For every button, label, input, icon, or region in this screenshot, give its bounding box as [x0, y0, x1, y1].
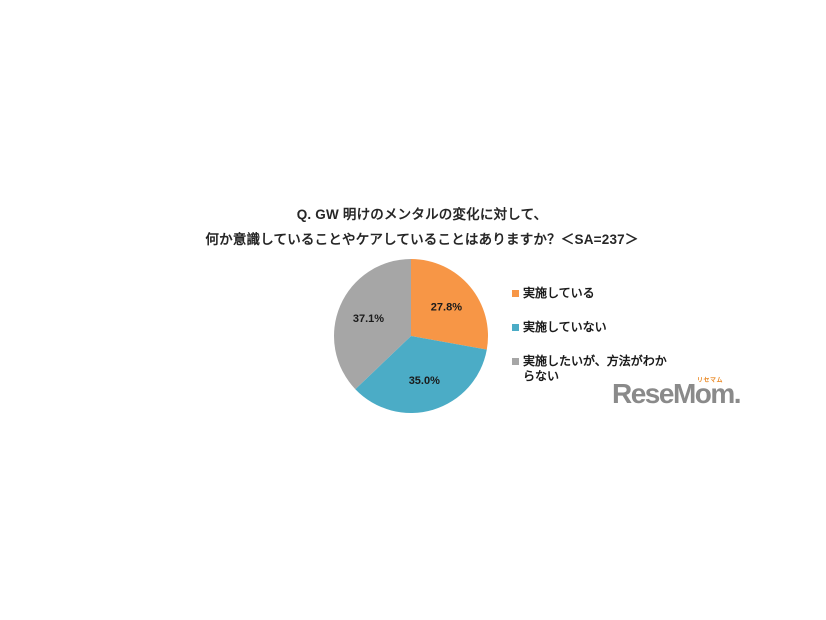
- pie-slice-label-2: 37.1%: [353, 313, 384, 325]
- pie-chart: 27.8% 35.0% 37.1%: [334, 259, 488, 413]
- chart-title-line-2: 何か意識していることやケアしていることはありますか？＜SA=237＞: [205, 232, 639, 247]
- pie-slice-label-1: 35.0%: [409, 375, 440, 387]
- resemom-logo: リセマム ReseMom.: [612, 378, 742, 418]
- pie-slice-label-0: 27.8%: [431, 301, 462, 313]
- legend-label: 実施したいが、方法がわからない: [523, 354, 667, 383]
- pie-slice-1: [355, 336, 487, 413]
- pie-slice-2: [334, 259, 411, 390]
- logo-ruby-text: リセマム: [696, 378, 723, 384]
- logo-text: ReseMom.: [612, 378, 742, 409]
- chart-title-line-1: Q. GW 明けのメンタルの変化に対して、: [296, 207, 548, 222]
- legend-item: 実施したいが、方法がわからない: [512, 354, 712, 384]
- chart-title: Q. GW 明けのメンタルの変化に対して、 何か意識していることやケアしているこ…: [72, 202, 772, 252]
- chart-legend: 実施している 実施していない 実施したいが、方法がわからない: [512, 286, 712, 403]
- legend-label: 実施していない: [523, 320, 607, 334]
- legend-swatch-icon: [512, 324, 519, 331]
- pie-slice-0: [411, 259, 488, 350]
- legend-label: 実施している: [523, 286, 595, 300]
- legend-swatch-icon: [512, 290, 519, 297]
- legend-item: 実施していない: [512, 320, 712, 335]
- legend-item: 実施している: [512, 286, 712, 301]
- legend-swatch-icon: [512, 358, 519, 365]
